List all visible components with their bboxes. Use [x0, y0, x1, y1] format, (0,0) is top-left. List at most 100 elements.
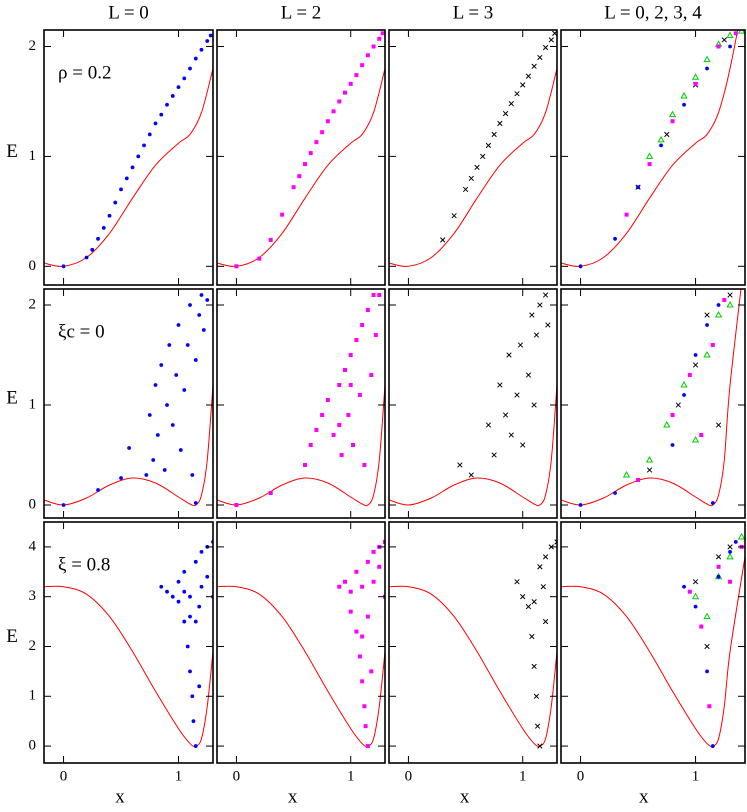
- point: [176, 599, 181, 604]
- point: [170, 423, 175, 427]
- point: [360, 323, 365, 327]
- plot-area: [217, 539, 385, 749]
- point: [727, 544, 733, 550]
- point: [462, 186, 469, 193]
- point: [497, 382, 503, 388]
- point: [480, 153, 486, 160]
- panel-frame: [216, 521, 386, 764]
- point: [491, 452, 497, 458]
- point: [176, 85, 181, 90]
- point: [354, 338, 359, 342]
- point: [542, 292, 549, 298]
- panel: L = 3: [388, 2, 558, 286]
- point: [578, 503, 583, 507]
- point: [170, 594, 175, 599]
- x-axis-label: x: [460, 786, 470, 807]
- point: [61, 264, 66, 269]
- point: [687, 373, 692, 377]
- point: [716, 574, 721, 579]
- point: [707, 704, 712, 709]
- point: [705, 66, 709, 71]
- point: [188, 66, 192, 71]
- point: [165, 102, 169, 107]
- point: [693, 81, 698, 86]
- point: [182, 569, 187, 574]
- point: [371, 579, 376, 584]
- point: [371, 549, 376, 554]
- potential-curve: [561, 556, 745, 747]
- panel-frame: [216, 288, 386, 519]
- panel: [216, 288, 386, 519]
- panel: L = 2: [216, 2, 386, 286]
- point: [362, 463, 367, 467]
- point: [682, 102, 686, 107]
- point: [457, 462, 463, 468]
- point: [540, 584, 546, 590]
- x-tick-label: 0: [405, 768, 413, 784]
- point: [716, 303, 721, 307]
- y-axis-label: E: [6, 626, 18, 647]
- point: [514, 392, 520, 398]
- point: [537, 564, 543, 570]
- point: [699, 433, 704, 437]
- y-tick-label: 2: [29, 638, 37, 654]
- point: [337, 584, 342, 589]
- point: [197, 684, 202, 689]
- point-series: [61, 293, 210, 507]
- point-series: [578, 303, 721, 507]
- point: [716, 564, 721, 569]
- plot-area: [217, 31, 385, 269]
- point: [520, 82, 526, 88]
- panel-frame: [560, 288, 746, 519]
- point: [440, 237, 446, 243]
- panel-background: [389, 30, 557, 285]
- point: [517, 342, 524, 348]
- point: [348, 353, 353, 357]
- point: [646, 467, 653, 473]
- point: [726, 300, 734, 308]
- x-tick-label: 0: [233, 768, 241, 784]
- point: [542, 618, 549, 625]
- point: [360, 584, 365, 589]
- point: [351, 443, 355, 447]
- point: [354, 629, 359, 634]
- point: [101, 225, 106, 230]
- point: [537, 743, 543, 749]
- y-tick-label: 3: [29, 588, 37, 604]
- point: [691, 73, 700, 80]
- point: [147, 132, 152, 137]
- point: [348, 589, 353, 594]
- point: [182, 589, 187, 594]
- point: [485, 142, 492, 149]
- point: [208, 33, 213, 38]
- point: [508, 100, 514, 107]
- y-tick-label: 1: [29, 148, 37, 164]
- potential-curve: [44, 585, 213, 747]
- point: [190, 694, 195, 699]
- plot-area: [44, 293, 213, 507]
- point-series: [646, 292, 733, 473]
- y-tick-label: 0: [29, 738, 37, 754]
- point: [234, 503, 239, 507]
- point: [636, 185, 640, 190]
- point: [710, 744, 715, 748]
- point: [159, 112, 164, 117]
- point: [130, 165, 135, 170]
- point: [365, 744, 370, 749]
- point: [127, 446, 131, 450]
- point: [369, 373, 374, 377]
- point: [531, 599, 537, 605]
- point: [257, 256, 262, 261]
- x-axis-label: x: [288, 786, 298, 807]
- point-series: [440, 30, 557, 243]
- plot-area: [389, 292, 557, 507]
- point: [373, 333, 378, 337]
- point: [705, 323, 709, 327]
- point: [691, 435, 700, 443]
- panel-frame: [43, 29, 214, 286]
- y-tick-label: 0: [29, 258, 37, 274]
- point: [728, 579, 733, 584]
- point-series: [692, 544, 733, 650]
